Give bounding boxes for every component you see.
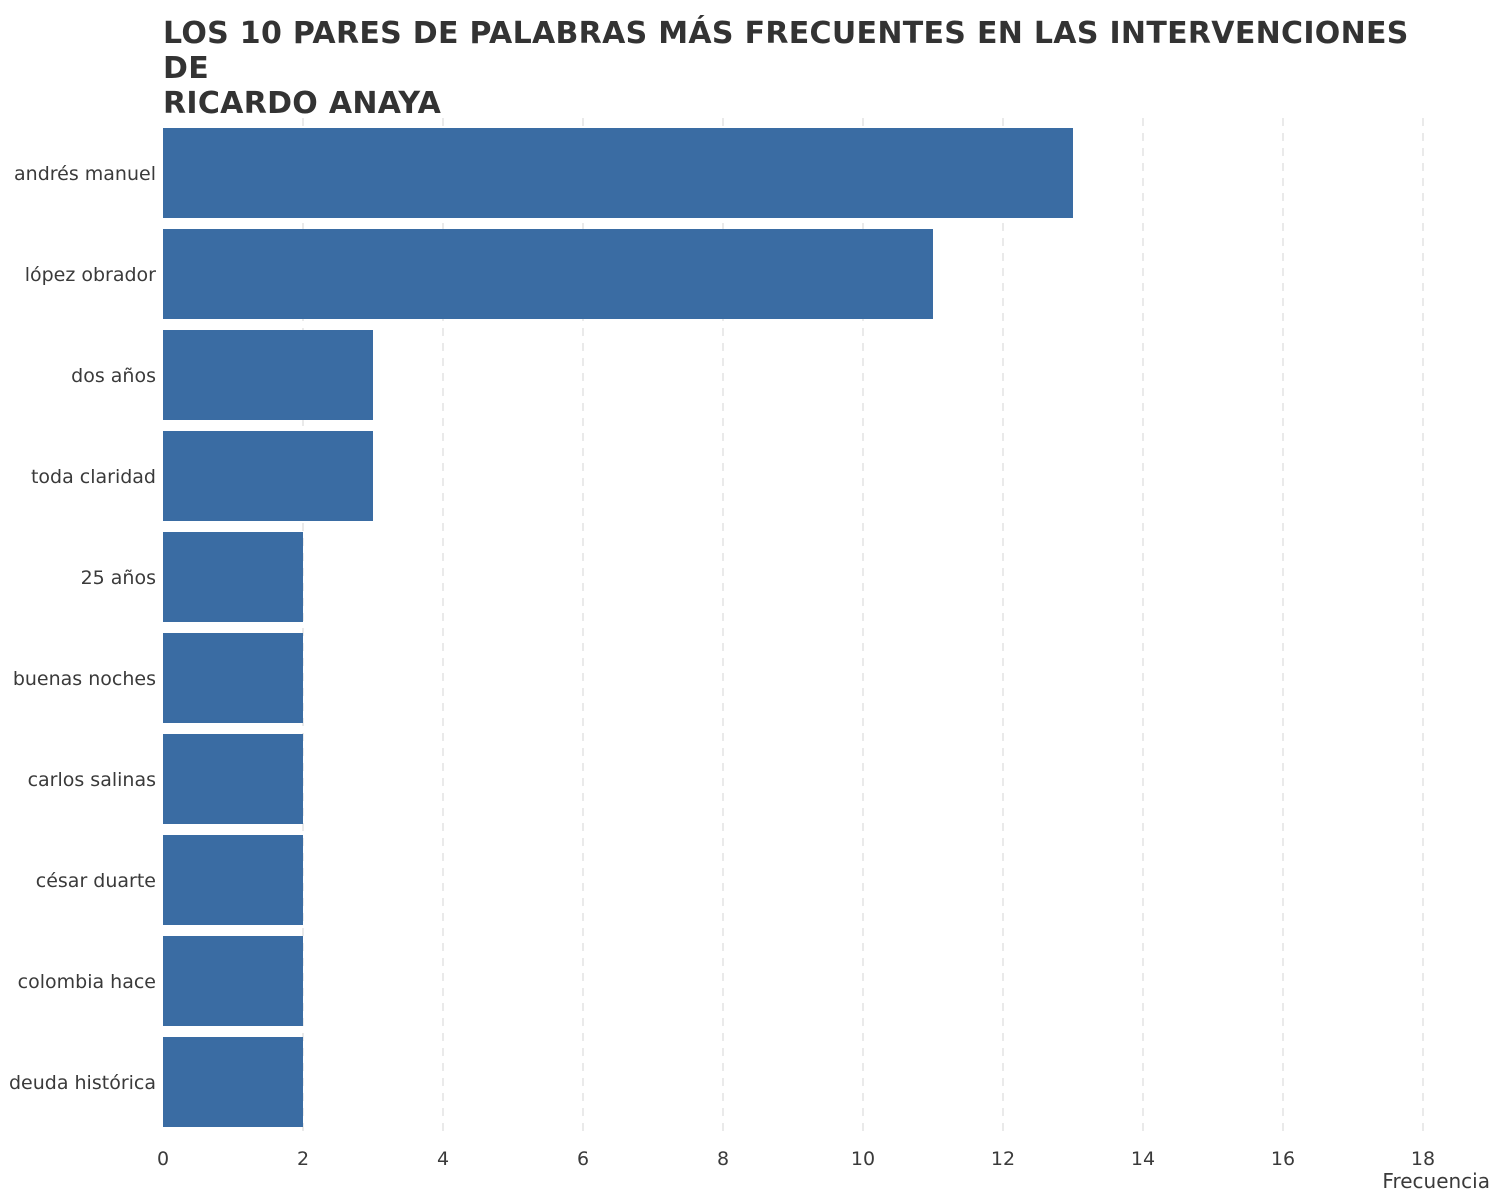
category-label: dos años (71, 365, 156, 387)
x-tick-label: 10 (851, 1148, 875, 1170)
x-axis-title: Frecuencia (1382, 1169, 1490, 1193)
x-tick-labels: 0 2 4 6 8 10 12 14 16 18 (157, 1148, 1435, 1170)
bars (163, 128, 1073, 1127)
bar (163, 431, 373, 521)
x-tick-label: 12 (991, 1148, 1015, 1170)
category-label: lópez obrador (25, 264, 156, 286)
bar (163, 835, 303, 925)
bar (163, 1037, 303, 1127)
x-tick-label: 14 (1131, 1148, 1155, 1170)
category-label: buenas noches (13, 668, 156, 690)
x-tick-label: 4 (437, 1148, 449, 1170)
x-tick-label: 2 (297, 1148, 309, 1170)
bar (163, 229, 933, 319)
category-label: 25 años (81, 567, 156, 589)
category-label: césar duarte (36, 870, 156, 892)
x-tick-label: 6 (577, 1148, 589, 1170)
bar (163, 633, 303, 723)
chart-title: LOS 10 PARES DE PALABRAS MÁS FRECUENTES … (163, 16, 1409, 121)
category-label: colombia hace (18, 971, 156, 993)
category-label: toda claridad (31, 466, 156, 488)
category-label: carlos salinas (28, 769, 156, 791)
x-tick-label: 18 (1411, 1148, 1435, 1170)
bar (163, 734, 303, 824)
x-tick-label: 8 (717, 1148, 729, 1170)
bar (163, 128, 1073, 218)
x-tick-label: 16 (1271, 1148, 1295, 1170)
category-labels: andrés manuel lópez obrador dos años toda c… (9, 163, 156, 1094)
bar (163, 936, 303, 1026)
bar (163, 532, 303, 622)
category-label: deuda histórica (9, 1072, 156, 1094)
bar (163, 330, 373, 420)
x-tick-label: 0 (157, 1148, 169, 1170)
category-label: andrés manuel (14, 163, 156, 185)
